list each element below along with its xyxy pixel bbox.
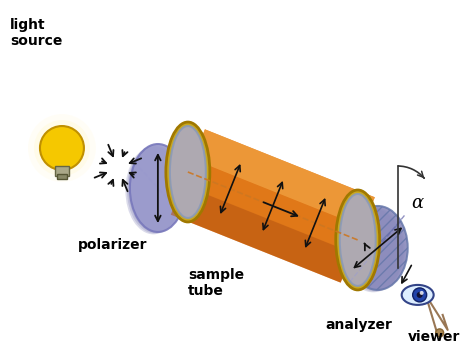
Polygon shape — [171, 129, 375, 283]
Text: polarizer: polarizer — [78, 238, 147, 252]
Ellipse shape — [419, 291, 424, 295]
Ellipse shape — [340, 194, 376, 286]
Text: light
source: light source — [10, 18, 63, 48]
Ellipse shape — [413, 288, 427, 302]
Ellipse shape — [28, 114, 96, 182]
Ellipse shape — [346, 207, 406, 291]
Text: viewer: viewer — [408, 330, 460, 344]
Ellipse shape — [34, 120, 90, 176]
Ellipse shape — [436, 329, 444, 337]
Ellipse shape — [166, 122, 210, 222]
Ellipse shape — [126, 146, 182, 234]
Ellipse shape — [130, 144, 186, 232]
Text: analyzer: analyzer — [326, 318, 392, 332]
Polygon shape — [193, 129, 375, 227]
Ellipse shape — [170, 126, 206, 218]
Bar — [55, 166, 69, 176]
Ellipse shape — [128, 145, 184, 233]
Ellipse shape — [345, 208, 405, 291]
Ellipse shape — [401, 285, 434, 305]
Polygon shape — [171, 185, 353, 283]
Text: α: α — [412, 194, 424, 212]
Ellipse shape — [336, 190, 380, 290]
Ellipse shape — [127, 146, 183, 234]
Ellipse shape — [417, 292, 423, 298]
Ellipse shape — [343, 208, 403, 292]
Ellipse shape — [40, 126, 84, 170]
Bar — [57, 174, 67, 179]
Text: sample
tube: sample tube — [188, 268, 244, 298]
Ellipse shape — [348, 206, 408, 290]
